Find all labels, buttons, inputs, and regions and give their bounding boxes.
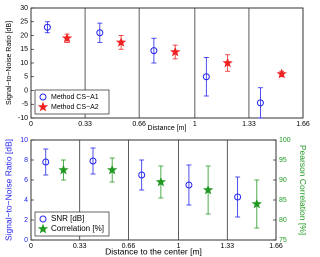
y-tick-label: 10 [20, 137, 28, 144]
y-tick-label: 0 [24, 87, 28, 94]
marker [276, 68, 287, 79]
legend-box [34, 89, 110, 115]
marker [107, 164, 118, 175]
marker [43, 23, 51, 31]
x-tick-label: 0.66 [132, 121, 146, 128]
x-tick-label: 1.33 [242, 121, 256, 128]
y-tick-label: 30 [20, 5, 28, 12]
y-tick-label: 5 [24, 74, 28, 81]
y-tick-label: 0 [24, 237, 28, 244]
legend-marker [37, 101, 49, 112]
x-tick-label: 0 [29, 243, 33, 250]
y-axis-label: Signal−to−Noise Ratio [dB] [6, 21, 13, 105]
y-tick-label: 20 [20, 32, 28, 39]
y-tick-label: 4 [24, 197, 28, 204]
y2-tick-label: 95 [279, 157, 287, 164]
marker [150, 47, 158, 55]
marker [96, 29, 104, 37]
y2-axis-label: Pearson Correlation [%] [298, 145, 308, 235]
y2-tick-label: 80 [279, 217, 287, 224]
x-tick-label: 0 [29, 121, 33, 128]
x-tick-label: 1.66 [269, 243, 283, 250]
marker [89, 157, 97, 165]
legend-label: Method CS−A2 [51, 104, 99, 111]
y-tick-label: 2 [24, 217, 28, 224]
legend-label: SNR [dB] [51, 214, 84, 223]
marker [170, 46, 181, 57]
y2-tick-label: 85 [279, 197, 287, 204]
marker [185, 181, 193, 189]
y-tick-label: 25 [20, 19, 28, 26]
x-tick-label: 1 [193, 121, 197, 128]
x-tick-label: 0.66 [122, 243, 136, 250]
marker [61, 32, 73, 43]
legend-marker [39, 215, 47, 223]
marker [58, 164, 69, 175]
marker [256, 99, 264, 107]
marker [234, 193, 242, 201]
y-tick-label: 10 [20, 60, 28, 67]
marker [138, 171, 146, 179]
marker [115, 36, 127, 47]
marker [222, 57, 233, 68]
y2-tick-label: 100 [279, 137, 291, 144]
legend-marker [39, 93, 47, 101]
x-tick-label: 0.33 [73, 243, 87, 250]
x-axis-label: Distance [m] [148, 125, 187, 132]
y-axis-label: Signal−to−Noise Ratio [dB] [3, 139, 13, 241]
legend-label: Correlation [%] [51, 224, 104, 233]
marker [155, 176, 167, 187]
marker [202, 73, 210, 81]
marker [202, 184, 214, 195]
x-tick-label: 1.66 [296, 121, 310, 128]
x-tick-label: 1 [177, 243, 181, 250]
marker [42, 158, 50, 166]
x-tick-label: 1.33 [220, 243, 234, 250]
x-tick-label: 0.33 [78, 121, 92, 128]
legend-marker [37, 223, 49, 234]
y-tick-label: 6 [24, 177, 28, 184]
x-axis-label: Distance to the center [m] [105, 246, 202, 256]
y-tick-label: 15 [20, 46, 28, 53]
legend-label: Method CS−A1 [51, 94, 99, 101]
marker [251, 198, 262, 209]
y-tick-label: -10 [18, 115, 28, 122]
y-tick-label: 8 [24, 157, 28, 164]
y-tick-label: -5 [22, 101, 28, 108]
legend-box [34, 211, 110, 237]
y2-tick-label: 90 [279, 177, 287, 184]
y2-tick-label: 75 [279, 237, 287, 244]
